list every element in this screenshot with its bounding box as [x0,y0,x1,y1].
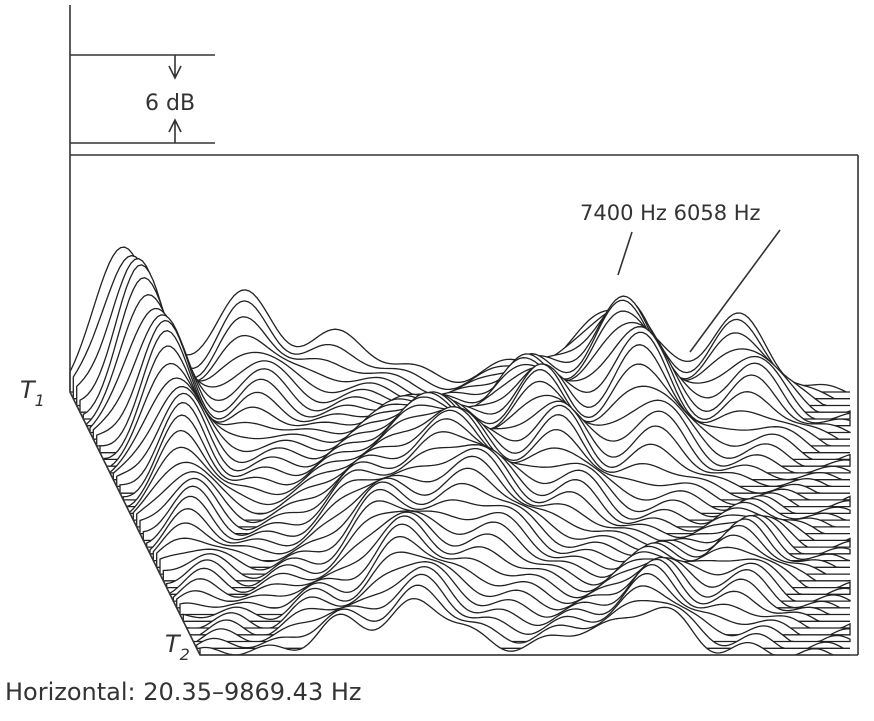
time-label: T1 [20,376,45,410]
time-label: T2 [165,630,190,664]
scale-label: 6 dB [145,91,195,116]
annotation: 7400 Hz 6058 Hz [580,201,761,225]
leader-line [618,232,632,275]
caption: Horizontal: 20.35–9869.43 Hz [5,678,361,706]
traces [70,247,850,655]
waterfall-figure: 6 dB 7400 Hz 6058 Hz T1 T2 Horizontal: 2… [0,0,874,721]
subscript: 2 [180,645,190,664]
subscript: 1 [35,391,45,410]
